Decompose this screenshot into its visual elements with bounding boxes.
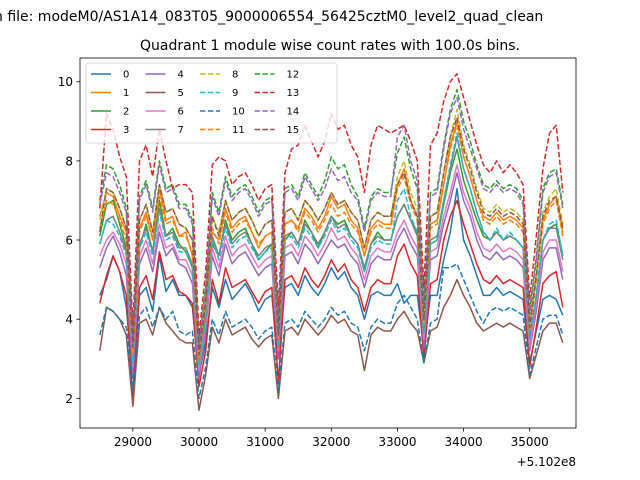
legend-label-13: 13 xyxy=(287,88,300,99)
x-tick-label: 31000 xyxy=(246,435,284,449)
series-line-10 xyxy=(99,263,564,400)
series-line-4 xyxy=(99,172,564,380)
legend-label-2: 2 xyxy=(123,107,129,118)
series-line-0 xyxy=(99,187,564,380)
legend-frame xyxy=(85,62,338,144)
y-tick-label: 4 xyxy=(65,313,73,327)
x-axis: 29000 30000 31000 32000 33000 34000 35000 xyxy=(114,428,549,449)
legend-label-7: 7 xyxy=(178,125,184,136)
y-tick-label: 6 xyxy=(65,234,73,248)
series-line-2 xyxy=(99,148,564,368)
x-tick-label: 30000 xyxy=(180,435,218,449)
series-line-5 xyxy=(99,278,564,411)
x-tick-label: 29000 xyxy=(114,435,152,449)
legend-label-12: 12 xyxy=(287,70,300,81)
x-tick-label: 32000 xyxy=(312,435,350,449)
legend-label-5: 5 xyxy=(178,88,184,99)
series-line-8 xyxy=(99,108,564,356)
series-line-3 xyxy=(99,199,564,404)
legend-label-9: 9 xyxy=(232,88,238,99)
plot-frame xyxy=(79,57,577,429)
x-offset-label: +5.102e8 xyxy=(517,455,576,469)
y-tick-label: 2 xyxy=(65,392,73,406)
legend-label-8: 8 xyxy=(232,70,238,81)
legend-label-11: 11 xyxy=(232,125,245,136)
x-tick-label: 34000 xyxy=(444,435,482,449)
legend-label-3: 3 xyxy=(123,125,129,136)
series-line-11 xyxy=(99,124,564,360)
legend-label-6: 6 xyxy=(178,107,184,118)
legend-label-14: 14 xyxy=(287,107,300,118)
x-tick-label: 35000 xyxy=(511,435,549,449)
series-line-15 xyxy=(99,116,564,356)
legend-label-0: 0 xyxy=(123,70,129,81)
legend-label-10: 10 xyxy=(232,107,245,118)
y-axis: 2 4 6 8 10 xyxy=(58,75,80,406)
series-line-6 xyxy=(99,164,564,372)
legend-label-4: 4 xyxy=(178,70,184,81)
legend-label-15: 15 xyxy=(287,125,300,136)
y-tick-label: 8 xyxy=(65,154,73,168)
figure-suptitle: n file: modeM0/AS1A14_083T05_9000006554_… xyxy=(0,9,543,25)
series-line-12 xyxy=(99,88,564,344)
x-tick-label: 33000 xyxy=(378,435,416,449)
y-tick-label: 10 xyxy=(58,75,73,89)
legend-label-1: 1 xyxy=(123,88,129,99)
series-line-9 xyxy=(99,132,564,368)
chart-title: Quadrant 1 module wise count rates with … xyxy=(140,38,520,54)
series-line-14 xyxy=(99,96,564,348)
